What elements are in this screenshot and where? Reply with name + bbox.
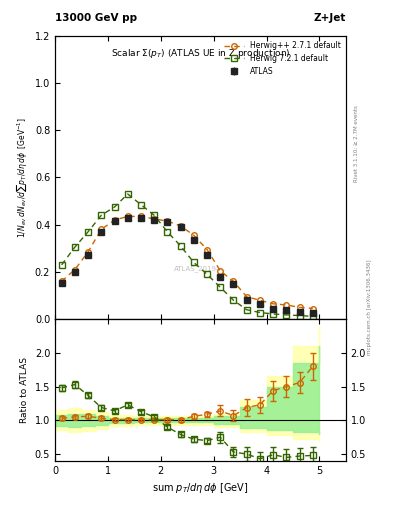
- Herwig++ 2.7.1 default: [72, 266, 77, 272]
- Herwig++ 2.7.1 default: [218, 268, 222, 274]
- Herwig 7.2.1 default: [297, 312, 302, 318]
- Line: Herwig 7.2.1 default: Herwig 7.2.1 default: [59, 191, 316, 319]
- Text: Scalar $\Sigma(p_T)$ (ATLAS UE in Z production): Scalar $\Sigma(p_T)$ (ATLAS UE in Z prod…: [111, 47, 290, 60]
- Herwig++ 2.7.1 default: [244, 294, 249, 300]
- Herwig 7.2.1 default: [231, 297, 236, 303]
- Herwig++ 2.7.1 default: [152, 216, 156, 222]
- Herwig++ 2.7.1 default: [297, 304, 302, 310]
- Herwig 7.2.1 default: [59, 262, 64, 268]
- Herwig 7.2.1 default: [257, 309, 262, 315]
- Herwig 7.2.1 default: [112, 204, 117, 210]
- Herwig 7.2.1 default: [178, 243, 183, 249]
- Herwig 7.2.1 default: [152, 212, 156, 218]
- Line: Herwig++ 2.7.1 default: Herwig++ 2.7.1 default: [59, 214, 316, 311]
- Herwig++ 2.7.1 default: [165, 218, 170, 224]
- Text: mcplots.cern.ch [arXiv:1306.3436]: mcplots.cern.ch [arXiv:1306.3436]: [367, 260, 373, 355]
- Y-axis label: Ratio to ATLAS: Ratio to ATLAS: [20, 357, 29, 423]
- Text: Z+Jet: Z+Jet: [314, 13, 346, 23]
- Herwig 7.2.1 default: [125, 191, 130, 197]
- Herwig 7.2.1 default: [205, 271, 209, 278]
- Herwig++ 2.7.1 default: [284, 302, 289, 308]
- Herwig++ 2.7.1 default: [231, 279, 236, 285]
- Legend: Herwig++ 2.7.1 default, Herwig 7.2.1 default, ATLAS: Herwig++ 2.7.1 default, Herwig 7.2.1 def…: [221, 38, 343, 79]
- Herwig++ 2.7.1 default: [205, 246, 209, 252]
- Text: 13000 GeV pp: 13000 GeV pp: [55, 13, 137, 23]
- Herwig 7.2.1 default: [191, 260, 196, 266]
- X-axis label: sum $p_T/d\eta\,d\phi$ [GeV]: sum $p_T/d\eta\,d\phi$ [GeV]: [152, 481, 249, 495]
- Herwig++ 2.7.1 default: [59, 279, 64, 285]
- Herwig 7.2.1 default: [271, 311, 275, 317]
- Herwig++ 2.7.1 default: [86, 249, 90, 255]
- Herwig++ 2.7.1 default: [310, 306, 315, 312]
- Y-axis label: $1/N_{ev}\;dN_{ev}/d\sum p_T/d\eta\,d\phi\;\;[\mathrm{GeV}^{-1}]$: $1/N_{ev}\;dN_{ev}/d\sum p_T/d\eta\,d\ph…: [15, 117, 29, 238]
- Text: ATLAS_2019-...: ATLAS_2019-...: [174, 265, 226, 271]
- Herwig++ 2.7.1 default: [139, 214, 143, 220]
- Text: Rivet 3.1.10; ≥ 2.7M events: Rivet 3.1.10; ≥ 2.7M events: [354, 105, 359, 182]
- Herwig 7.2.1 default: [99, 212, 104, 218]
- Herwig++ 2.7.1 default: [257, 297, 262, 303]
- Herwig++ 2.7.1 default: [271, 301, 275, 307]
- Herwig 7.2.1 default: [86, 229, 90, 235]
- Herwig++ 2.7.1 default: [191, 232, 196, 239]
- Herwig++ 2.7.1 default: [112, 217, 117, 223]
- Herwig 7.2.1 default: [165, 229, 170, 235]
- Herwig++ 2.7.1 default: [125, 214, 130, 220]
- Herwig 7.2.1 default: [244, 307, 249, 313]
- Herwig 7.2.1 default: [310, 313, 315, 319]
- Herwig 7.2.1 default: [218, 284, 222, 290]
- Herwig++ 2.7.1 default: [99, 226, 104, 232]
- Herwig 7.2.1 default: [139, 202, 143, 208]
- Herwig 7.2.1 default: [72, 244, 77, 250]
- Herwig++ 2.7.1 default: [178, 223, 183, 229]
- Herwig 7.2.1 default: [284, 312, 289, 318]
